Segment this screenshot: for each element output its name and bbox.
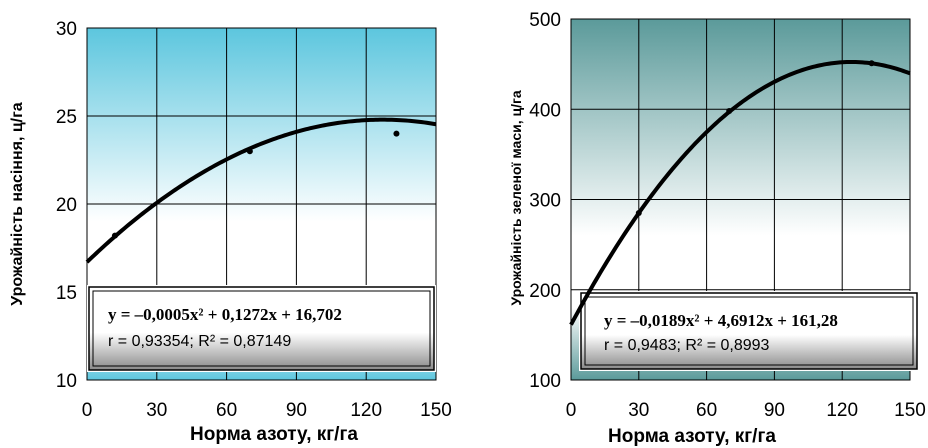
x-tick-label: 90 — [286, 400, 307, 421]
x-tick-label: 30 — [146, 400, 167, 421]
points-right — [635, 60, 875, 217]
data-point — [246, 148, 253, 155]
trendline-right — [569, 59, 911, 326]
x-tick-label: 60 — [696, 400, 717, 421]
x-axis-label-right: Норма азоту, кг/га — [608, 426, 776, 447]
x-tick-label: 60 — [216, 400, 237, 421]
y-axis-label-left: Урожайність насіння, ц/га — [9, 102, 26, 305]
y-tick-label: 10 — [56, 371, 77, 392]
chart-left: 0 30 60 90 120 150 10 15 20 25 30 y = –0,0005x² + … — [9, 19, 452, 445]
y-tick-label: 300 — [529, 191, 561, 212]
y-tick-label: 200 — [529, 281, 561, 302]
y-tick-label: 20 — [56, 195, 77, 216]
equation-right: y = –0,0189x² + 4,6912x + 161,28 — [604, 311, 838, 330]
tick-labels-left: 0 30 60 90 120 150 10 15 20 25 30 — [56, 19, 452, 421]
trendline-left — [85, 117, 437, 264]
x-tick-label: 30 — [628, 400, 649, 421]
y-axis-label-right: Урожайність зеленої маси, ц/га — [508, 90, 524, 305]
equation-left: y = –0,0005x² + 0,1272x + 16,702 — [108, 305, 342, 324]
x-tick-label: 150 — [894, 400, 926, 421]
x-tick-label: 90 — [764, 400, 785, 421]
plot-frame-right — [570, 18, 911, 381]
x-tick-label: 0 — [566, 400, 577, 421]
x-tick-label: 0 — [82, 400, 93, 421]
tick-labels-right: 0 30 60 90 120 150 100 200 300 400 500 — [529, 10, 926, 421]
x-tick-label: 120 — [826, 400, 858, 421]
x-tick-label: 120 — [350, 400, 382, 421]
equation-box-right: y = –0,0189x² + 4,6912x + 161,28 r = 0,9… — [579, 291, 919, 371]
x-axis-label-left: Норма азоту, кг/га — [190, 424, 358, 445]
data-point — [635, 210, 642, 217]
points-left — [111, 130, 400, 239]
y-tick-label: 100 — [529, 371, 561, 392]
x-tick-label: 150 — [420, 400, 452, 421]
data-point — [868, 60, 875, 67]
stats-left: r = 0,93354; R² = 0,87149 — [108, 333, 291, 350]
y-tick-label: 30 — [56, 19, 77, 40]
equation-box-left: y = –0,0005x² + 0,1272x + 16,702 r = 0,9… — [87, 285, 436, 372]
y-tick-label: 15 — [56, 283, 77, 304]
plot-frame-left — [86, 27, 437, 381]
data-point — [111, 232, 118, 239]
data-point — [726, 108, 733, 115]
data-point — [393, 130, 400, 137]
chart-right: 0 30 60 90 120 150 100 200 300 400 500 y = –0,0189… — [508, 10, 926, 447]
y-tick-label: 400 — [529, 100, 561, 121]
y-tick-label: 500 — [529, 10, 561, 31]
y-tick-label: 25 — [56, 107, 77, 128]
grid-left — [87, 28, 436, 380]
stats-right: r = 0,9483; R² = 0,8993 — [604, 337, 770, 354]
